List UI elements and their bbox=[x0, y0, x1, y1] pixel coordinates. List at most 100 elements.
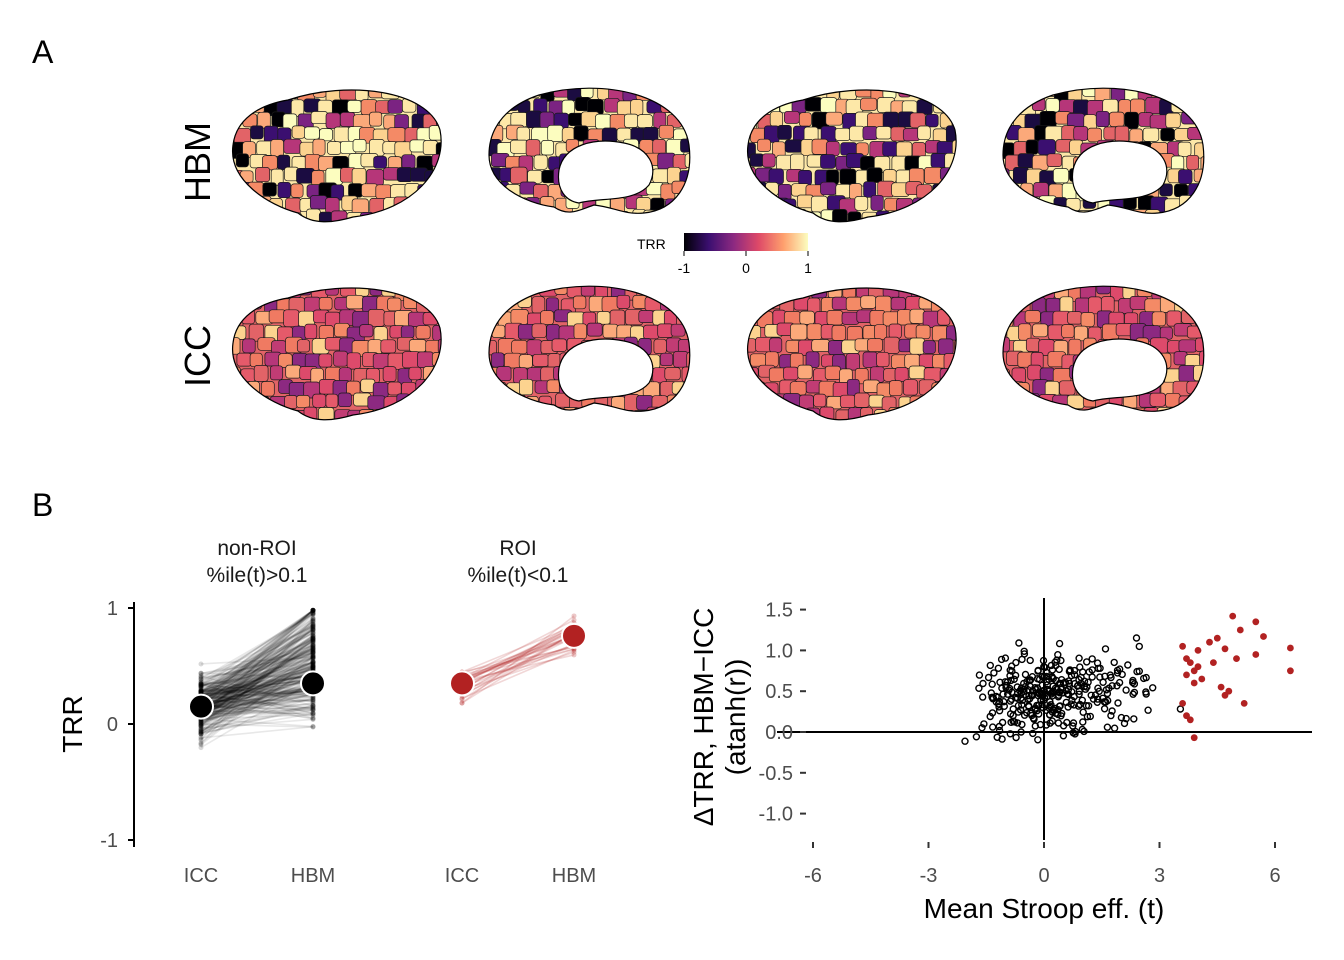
nonroi-hbm-point bbox=[310, 650, 316, 656]
nonroi-line bbox=[200, 679, 314, 711]
nonroi-scatter-point bbox=[1045, 711, 1054, 719]
nonroi-hbm-point bbox=[310, 635, 316, 641]
nonroi-line bbox=[200, 705, 314, 727]
nonroi-line bbox=[200, 677, 314, 699]
nonroi-scatter-point bbox=[1094, 695, 1102, 703]
nonroi-hbm-point bbox=[310, 664, 316, 670]
nonroi-hbm-point bbox=[310, 663, 316, 669]
nonroi-icc-point bbox=[198, 688, 204, 694]
nonroi-line bbox=[200, 625, 314, 721]
nonroi-scatter-point bbox=[1055, 679, 1064, 688]
nonroi-icc-point bbox=[198, 724, 204, 730]
nonroi-hbm-point bbox=[310, 707, 316, 713]
nonroi-line bbox=[200, 683, 314, 732]
nonroi-icc-point bbox=[198, 688, 204, 694]
nonroi-line bbox=[200, 675, 314, 709]
facet-subtitle-nonroi: %ile(t)>0.1 bbox=[207, 564, 308, 587]
nonroi-scatter-point bbox=[1054, 706, 1062, 714]
nonroi-icc-point bbox=[198, 727, 204, 733]
nonroi-hbm-point bbox=[310, 610, 316, 616]
nonroi-scatter-point bbox=[1040, 663, 1048, 671]
nonroi-line bbox=[200, 683, 314, 695]
nonroi-icc-point bbox=[198, 731, 204, 737]
nonroi-hbm-point bbox=[310, 607, 316, 613]
nonroi-icc-point bbox=[198, 723, 204, 729]
nonroi-line bbox=[200, 708, 314, 713]
roi-scatter-point bbox=[1179, 700, 1186, 707]
roi-scatter-point bbox=[1210, 659, 1217, 666]
nonroi-hbm-point bbox=[310, 654, 316, 660]
nonroi-line bbox=[200, 637, 314, 703]
roi-scatter-point bbox=[1206, 638, 1213, 646]
roi-line bbox=[461, 646, 575, 676]
nonroi-line bbox=[200, 666, 314, 715]
nonroi-hbm-point bbox=[310, 650, 316, 656]
nonroi-icc-point bbox=[198, 740, 204, 746]
nonroi-hbm-point bbox=[310, 607, 316, 613]
nonroi-line bbox=[200, 658, 314, 727]
nonroi-line bbox=[200, 683, 314, 730]
nonroi-line bbox=[200, 687, 314, 713]
nonroi-line bbox=[200, 635, 314, 699]
nonroi-hbm-point bbox=[310, 616, 316, 622]
scatter-y-tick: 1.5 bbox=[765, 600, 793, 622]
nonroi-icc-point bbox=[198, 720, 204, 726]
nonroi-line bbox=[200, 688, 314, 697]
nonroi-line bbox=[200, 680, 314, 699]
nonroi-scatter-point bbox=[1052, 661, 1060, 670]
nonroi-hbm-point bbox=[310, 647, 316, 653]
nonroi-line bbox=[200, 661, 314, 701]
nonroi-icc-point bbox=[198, 673, 204, 679]
nonroi-line bbox=[200, 676, 314, 698]
nonroi-line bbox=[200, 670, 314, 733]
nonroi-hbm-point bbox=[310, 645, 316, 651]
nonroi-scatter-point bbox=[1124, 661, 1132, 669]
nonroi-icc-point bbox=[198, 720, 204, 726]
nonroi-icc-point bbox=[198, 745, 204, 751]
nonroi-line bbox=[200, 618, 314, 711]
roi-mean-icc bbox=[449, 670, 475, 697]
nonroi-line bbox=[200, 652, 314, 708]
delta-trr-scatter: -1.0 -0.5 0.0 0.5 1.0 1.5 -6 -3 0 3 6 ΔTRR, HBM−IC… bbox=[688, 598, 1312, 924]
nonroi-scatter-point bbox=[1070, 671, 1079, 679]
nonroi-scatter-point bbox=[1073, 682, 1082, 690]
nonroi-hbm-point bbox=[310, 624, 316, 630]
nonroi-line bbox=[200, 644, 314, 716]
nonroi-hbm-point bbox=[310, 656, 316, 662]
nonroi-scatter-point bbox=[1128, 678, 1137, 687]
nonroi-line bbox=[200, 644, 314, 688]
nonroi-hbm-point bbox=[310, 649, 316, 655]
nonroi-icc-point bbox=[198, 688, 204, 694]
nonroi-scatter-point bbox=[1057, 683, 1065, 692]
nonroi-line bbox=[200, 638, 314, 705]
nonroi-line bbox=[200, 609, 314, 700]
nonroi-line bbox=[200, 677, 314, 717]
nonroi-icc-point bbox=[198, 736, 204, 742]
nonroi-line bbox=[200, 675, 314, 707]
roi-line bbox=[461, 636, 575, 693]
nonroi-hbm-point bbox=[310, 634, 316, 640]
nonroi-hbm-point bbox=[310, 649, 316, 655]
nonroi-scatter-point bbox=[1008, 688, 1016, 696]
nonroi-line bbox=[200, 671, 314, 709]
nonroi-line bbox=[200, 697, 314, 734]
nonroi-line bbox=[200, 645, 314, 718]
nonroi-line bbox=[200, 648, 314, 702]
facet-title-roi: ROI bbox=[499, 537, 536, 560]
nonroi-line bbox=[200, 631, 314, 697]
nonroi-line bbox=[200, 706, 314, 720]
nonroi-line bbox=[200, 643, 314, 710]
nonroi-scatter-point bbox=[989, 723, 997, 731]
roi-line bbox=[461, 629, 575, 684]
nonroi-icc-point bbox=[198, 687, 204, 693]
nonroi-icc-point bbox=[198, 685, 204, 691]
nonroi-scatter-point bbox=[1025, 692, 1033, 700]
nonroi-line bbox=[200, 704, 314, 732]
nonroi-line bbox=[200, 660, 314, 735]
nonroi-hbm-point bbox=[310, 610, 316, 616]
nonroi-hbm-point bbox=[310, 654, 316, 660]
nonroi-line bbox=[200, 609, 314, 693]
nonroi-icc-point bbox=[198, 681, 204, 687]
nonroi-line bbox=[200, 646, 314, 712]
scatter-y-tick: 1.0 bbox=[765, 640, 793, 662]
